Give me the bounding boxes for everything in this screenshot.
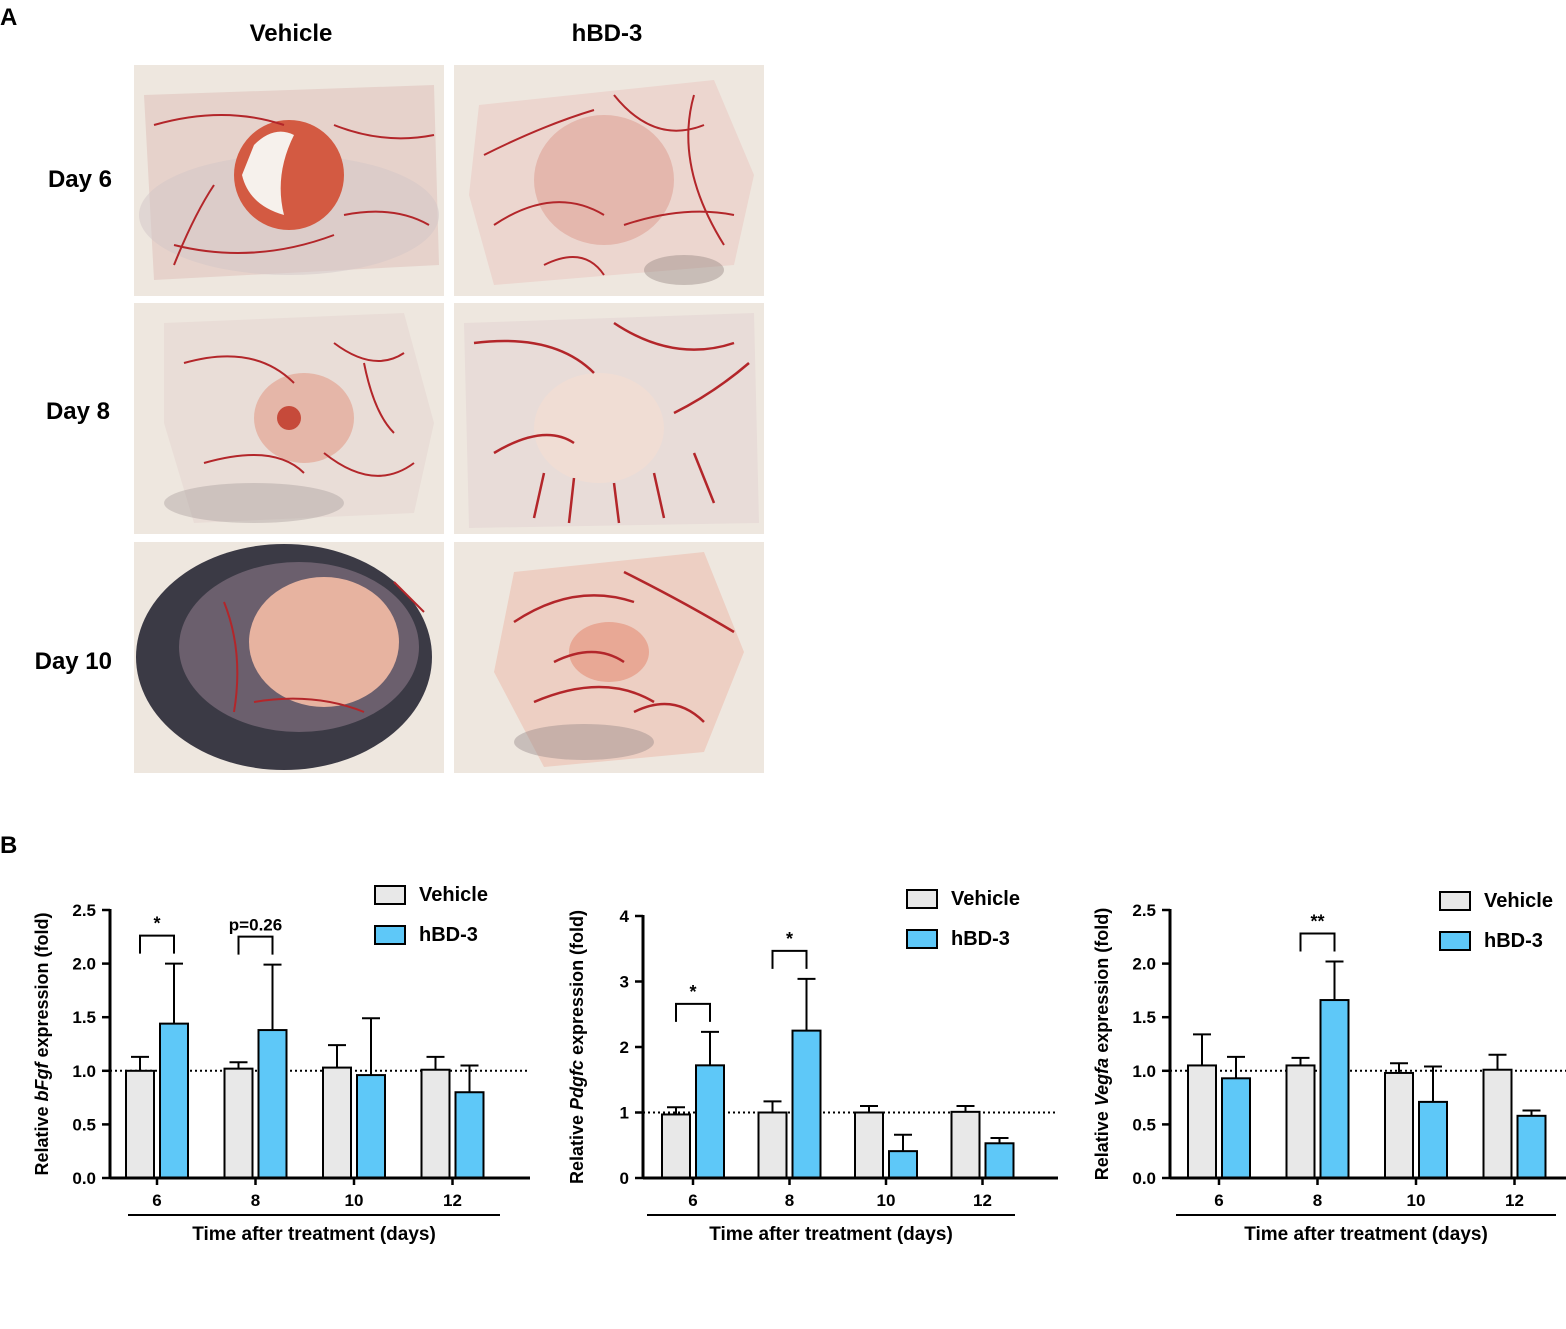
x-tick-label: 12 xyxy=(1505,1191,1524,1210)
photo-hbd3-day8 xyxy=(454,303,764,534)
bar-hbd3 xyxy=(159,1022,189,1179)
column-header-vehicle: Vehicle xyxy=(249,20,333,47)
y-tick-label: 1.5 xyxy=(1132,1008,1156,1027)
y-tick-label: 3 xyxy=(620,973,629,992)
photo-hbd3-day10 xyxy=(454,542,764,773)
legend-label: hBD-3 xyxy=(1484,930,1543,952)
significance-label: * xyxy=(786,929,793,949)
significance-label: p=0.26 xyxy=(229,916,282,935)
bar-hbd3 xyxy=(1221,1077,1251,1179)
bar-vehicle xyxy=(1285,1064,1316,1179)
bar-hbd3 xyxy=(1319,999,1350,1179)
photo-vehicle-day6 xyxy=(134,65,444,296)
bar-hbd3 xyxy=(695,1064,725,1179)
y-tick-label: 0.0 xyxy=(72,1169,96,1188)
significance-bracket xyxy=(1299,932,1336,952)
photo-vehicle-day10 xyxy=(134,542,444,773)
y-tick-label: 2.0 xyxy=(1132,955,1156,974)
x-tick-label: 12 xyxy=(973,1191,992,1210)
significance-bracket xyxy=(139,934,175,954)
legend-label: Vehicle xyxy=(951,888,1020,910)
y-tick-label: 1.5 xyxy=(72,1008,96,1027)
y-tick-label: 4 xyxy=(620,907,630,926)
x-tick-label: 8 xyxy=(251,1191,260,1210)
row-header-day8: Day 8 xyxy=(45,398,110,425)
legend-label: hBD-3 xyxy=(951,928,1010,950)
significance-label: * xyxy=(153,914,160,934)
x-tick-label: 8 xyxy=(785,1191,794,1210)
y-tick-label: 1.0 xyxy=(1132,1062,1156,1081)
x-tick-label: 12 xyxy=(443,1191,462,1210)
x-tick-label: 10 xyxy=(1407,1191,1426,1210)
column-header-hbd3: hBD-3 xyxy=(571,20,643,47)
x-tick-label: 10 xyxy=(877,1191,896,1210)
y-tick-label: 1 xyxy=(620,1104,629,1123)
legend-label: Vehicle xyxy=(419,884,488,906)
legend-swatch-hbd3 xyxy=(906,929,938,949)
y-tick-label: 2.0 xyxy=(72,955,96,974)
legend-swatch-hbd3 xyxy=(374,925,406,945)
bar-hbd3 xyxy=(791,1029,822,1179)
panel-a-letter: A xyxy=(0,4,18,31)
legend-label: Vehicle xyxy=(1484,890,1553,912)
photo-vehicle-day8 xyxy=(134,303,444,534)
x-tick-label: 8 xyxy=(1313,1191,1322,1210)
legend-swatch-vehicle xyxy=(374,885,406,905)
significance-bracket xyxy=(771,949,808,969)
bar-hbd3 xyxy=(257,1029,288,1179)
bar-hbd3 xyxy=(356,1074,386,1179)
x-axis-label: Time after treatment (days) xyxy=(1244,1224,1488,1245)
y-tick-label: 0 xyxy=(620,1169,629,1188)
chart-vegfa: 0.0 0.5 1.0 1.5 2.0 2.5 6 8 10 12 Time after treat… xyxy=(1060,880,1566,1250)
row-header-day10: Day 10 xyxy=(34,648,112,675)
chart-pdgfc: 0 1 2 3 4 6 8 10 12 Time after treatment (days) Re… xyxy=(535,880,1058,1250)
x-tick-label: 6 xyxy=(152,1191,161,1210)
bar-vehicle xyxy=(757,1111,788,1179)
significance-bracket xyxy=(675,1002,711,1022)
y-tick-label: 0.0 xyxy=(1132,1169,1156,1188)
y-tick-label: 0.5 xyxy=(1132,1115,1156,1134)
y-tick-label: 2.5 xyxy=(72,901,96,920)
legend-label: hBD-3 xyxy=(419,924,478,946)
significance-label: ** xyxy=(1310,911,1324,931)
y-axis-label: Relative bFgf expression (fold) xyxy=(32,912,52,1175)
photo-hbd3-day6 xyxy=(454,65,764,296)
legend-swatch-hbd3 xyxy=(1439,931,1471,951)
bar-hbd3 xyxy=(1418,1100,1448,1179)
x-tick-label: 6 xyxy=(688,1191,697,1210)
bar-vehicle xyxy=(1384,1071,1414,1179)
bar-vehicle xyxy=(322,1066,352,1179)
legend-swatch-vehicle xyxy=(906,889,938,909)
y-tick-label: 0.5 xyxy=(72,1115,96,1134)
x-axis-label: Time after treatment (days) xyxy=(192,1224,436,1245)
y-axis-label: Relative Vegfa expression (fold) xyxy=(1092,908,1112,1180)
bar-vehicle xyxy=(661,1113,691,1179)
row-header-day6: Day 6 xyxy=(47,166,112,193)
bar-hbd3 xyxy=(1516,1114,1547,1180)
panel-b-letter: B xyxy=(0,832,18,859)
bar-vehicle xyxy=(1187,1064,1217,1179)
y-tick-label: 2.5 xyxy=(1132,901,1156,920)
bar-hbd3 xyxy=(454,1091,485,1180)
bar-vehicle xyxy=(950,1110,981,1179)
x-tick-label: 6 xyxy=(1214,1191,1223,1210)
y-tick-label: 2 xyxy=(620,1038,629,1057)
x-axis-label: Time after treatment (days) xyxy=(709,1224,953,1245)
bar-vehicle xyxy=(223,1067,254,1180)
bar-vehicle xyxy=(1482,1068,1513,1179)
bar-hbd3 xyxy=(888,1150,918,1179)
chart-bfgf: 0.0 0.5 1.0 1.5 2.0 2.5 6 8 10 12 Time after treat… xyxy=(0,880,530,1250)
legend-swatch-vehicle xyxy=(1439,891,1471,911)
bar-vehicle xyxy=(125,1069,155,1179)
x-tick-label: 10 xyxy=(345,1191,364,1210)
y-tick-label: 1.0 xyxy=(72,1062,96,1081)
y-axis-label: Relative Pdgfc expression (fold) xyxy=(567,910,587,1184)
significance-label: * xyxy=(689,982,696,1002)
bar-vehicle xyxy=(420,1068,451,1179)
bar-hbd3 xyxy=(984,1142,1015,1180)
significance-bracket xyxy=(237,935,274,955)
bar-vehicle xyxy=(854,1111,884,1179)
